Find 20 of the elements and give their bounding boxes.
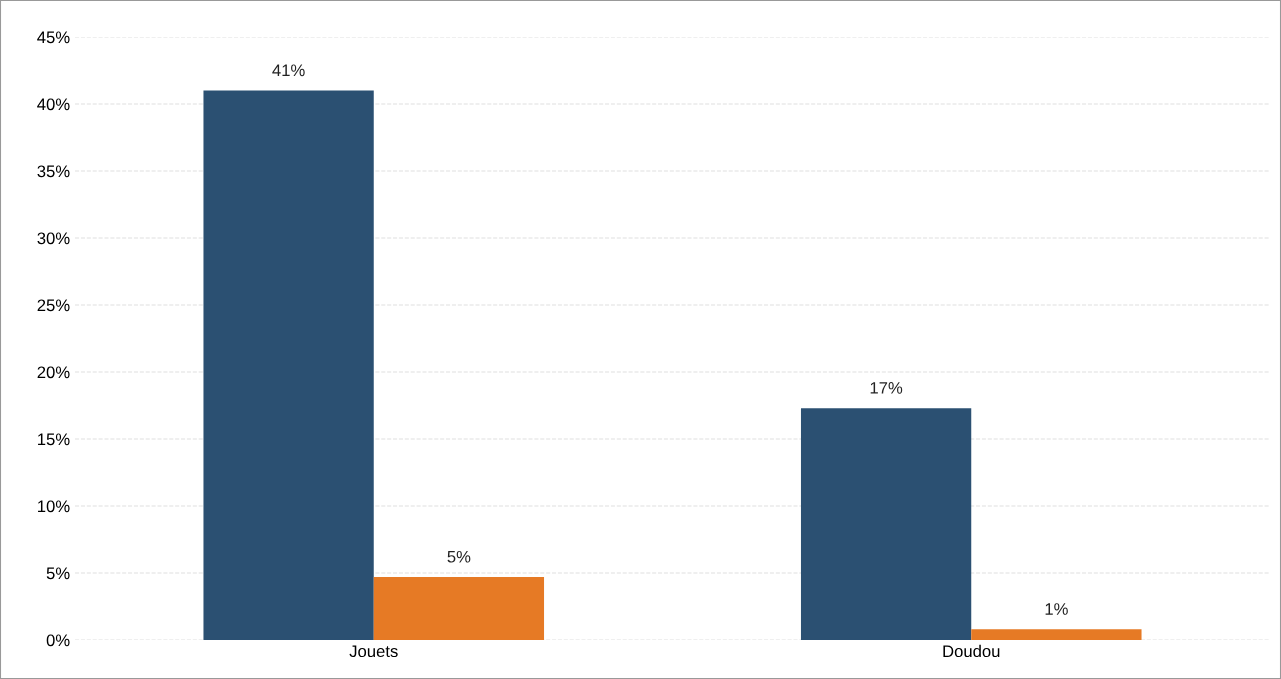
y-tick-label: 0% — [46, 634, 70, 647]
bar — [800, 408, 972, 640]
y-tick-label: 40% — [37, 98, 70, 111]
data-label: 5% — [447, 550, 471, 563]
data-label: 41% — [272, 64, 305, 77]
data-label: 1% — [1045, 603, 1068, 615]
y-tick-label: 20% — [37, 366, 70, 379]
y-tick-label: 35% — [37, 165, 70, 178]
y-tick-label: 10% — [38, 500, 70, 513]
x-tick-label: Jouets — [349, 645, 398, 658]
bar — [971, 629, 1142, 640]
y-tick-label: 15% — [38, 433, 70, 446]
y-tick-label: 30% — [37, 232, 70, 245]
y-tick-label: 45% — [37, 31, 70, 44]
bar — [203, 90, 374, 640]
x-tick-label: Doudou — [943, 644, 1000, 658]
data-label: 17% — [870, 382, 903, 394]
y-tick-label: 25% — [37, 299, 70, 312]
bar — [373, 577, 545, 640]
y-tick-label: 5% — [46, 567, 70, 580]
